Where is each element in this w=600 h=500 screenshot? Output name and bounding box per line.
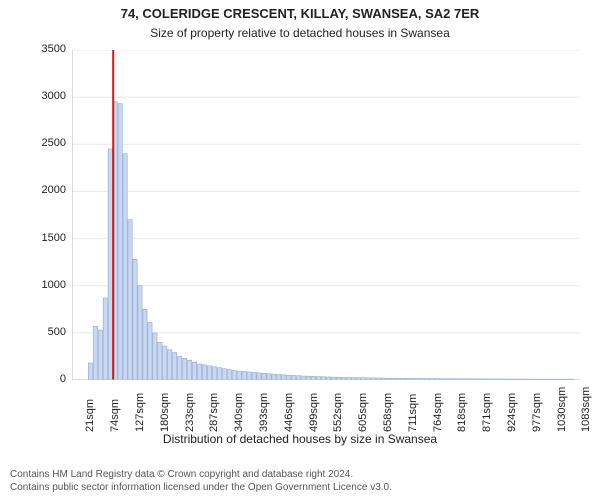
histogram-bar [227, 370, 231, 380]
histogram-bar [247, 372, 251, 380]
histogram-bar [311, 376, 315, 380]
histogram-bar [197, 364, 201, 380]
histogram-bar [292, 375, 296, 380]
page-title: 74, COLERIDGE CRESCENT, KILLAY, SWANSEA,… [0, 6, 600, 21]
x-tick-label: 233sqm [184, 393, 196, 432]
x-tick-label: 287sqm [208, 393, 220, 432]
histogram-bar [287, 375, 291, 380]
histogram-bar [103, 298, 107, 380]
histogram-bar [168, 350, 172, 380]
histogram-bar [153, 333, 157, 380]
x-tick-label: 446sqm [283, 393, 295, 432]
x-tick-label: 74sqm [109, 399, 121, 432]
x-tick-label: 605sqm [357, 393, 369, 432]
histogram-bar [88, 363, 92, 380]
histogram-bar [93, 326, 97, 380]
y-tick-label: 3000 [42, 90, 66, 102]
y-tick-label: 3500 [42, 43, 66, 55]
histogram-bar [232, 371, 236, 380]
x-tick-label: 393sqm [258, 393, 270, 432]
histogram-bar [108, 149, 112, 380]
x-tick-label: 1083sqm [580, 387, 592, 432]
histogram-bar [163, 346, 167, 380]
histogram-bar [158, 342, 162, 380]
x-tick-label: 871sqm [481, 393, 493, 432]
histogram-bar [148, 322, 152, 380]
x-tick-label: 764sqm [432, 393, 444, 432]
histogram-bar [138, 286, 142, 380]
x-axis-label: Distribution of detached houses by size … [0, 432, 600, 446]
histogram-bar [222, 369, 226, 380]
histogram-bar [242, 372, 246, 380]
y-tick-label: 1500 [42, 232, 66, 244]
x-tick-label: 21sqm [84, 399, 96, 432]
x-tick-label: 658sqm [382, 393, 394, 432]
x-tick-label: 711sqm [407, 394, 419, 432]
y-tick-label: 2500 [42, 137, 66, 149]
x-tick-label: 552sqm [332, 393, 344, 432]
histogram-bar [118, 104, 122, 380]
histogram-bar [302, 376, 306, 380]
y-tick-label: 1000 [42, 279, 66, 291]
histogram-bar [192, 362, 196, 380]
histogram-bar [183, 358, 187, 380]
histogram-bar [237, 371, 241, 380]
footer-attribution: Contains HM Land Registry data © Crown c… [10, 469, 392, 494]
x-tick-label: 127sqm [134, 393, 146, 432]
x-tick-label: 924sqm [506, 393, 518, 432]
y-tick-label: 0 [60, 373, 66, 385]
y-tick-label: 500 [48, 326, 66, 338]
histogram-bar [267, 374, 271, 380]
histogram-bar [207, 366, 211, 380]
histogram-bar [98, 330, 102, 380]
histogram-bar [202, 365, 206, 380]
histogram-bar [262, 373, 266, 380]
x-tick-label: 340sqm [233, 393, 245, 432]
histogram-bar [282, 375, 286, 380]
histogram-bar [212, 367, 216, 380]
x-tick-label: 818sqm [456, 393, 468, 432]
x-tick-label: 1030sqm [556, 387, 568, 432]
histogram-bar [187, 360, 191, 380]
histogram-bar [297, 376, 301, 380]
histogram-bar [128, 220, 132, 380]
page-subtitle: Size of property relative to detached ho… [0, 26, 600, 40]
histogram-bar [257, 373, 261, 380]
histogram-bar [173, 353, 177, 380]
histogram-bar [143, 309, 147, 380]
x-tick-label: 499sqm [308, 393, 320, 432]
y-tick-label: 2000 [42, 184, 66, 196]
x-tick-label: 180sqm [159, 393, 171, 432]
histogram-bar [123, 154, 127, 380]
x-tick-label: 977sqm [531, 393, 543, 432]
plot-area [72, 50, 580, 380]
histogram-bar [217, 368, 221, 380]
histogram-bar [272, 374, 276, 380]
histogram-bar [307, 376, 311, 380]
histogram-bar [316, 377, 320, 380]
chart-container: 74, COLERIDGE CRESCENT, KILLAY, SWANSEA,… [0, 0, 600, 500]
histogram-bar [277, 375, 281, 380]
histogram-bar [178, 356, 182, 380]
histogram-bar [133, 259, 137, 380]
histogram-bar [252, 372, 256, 380]
